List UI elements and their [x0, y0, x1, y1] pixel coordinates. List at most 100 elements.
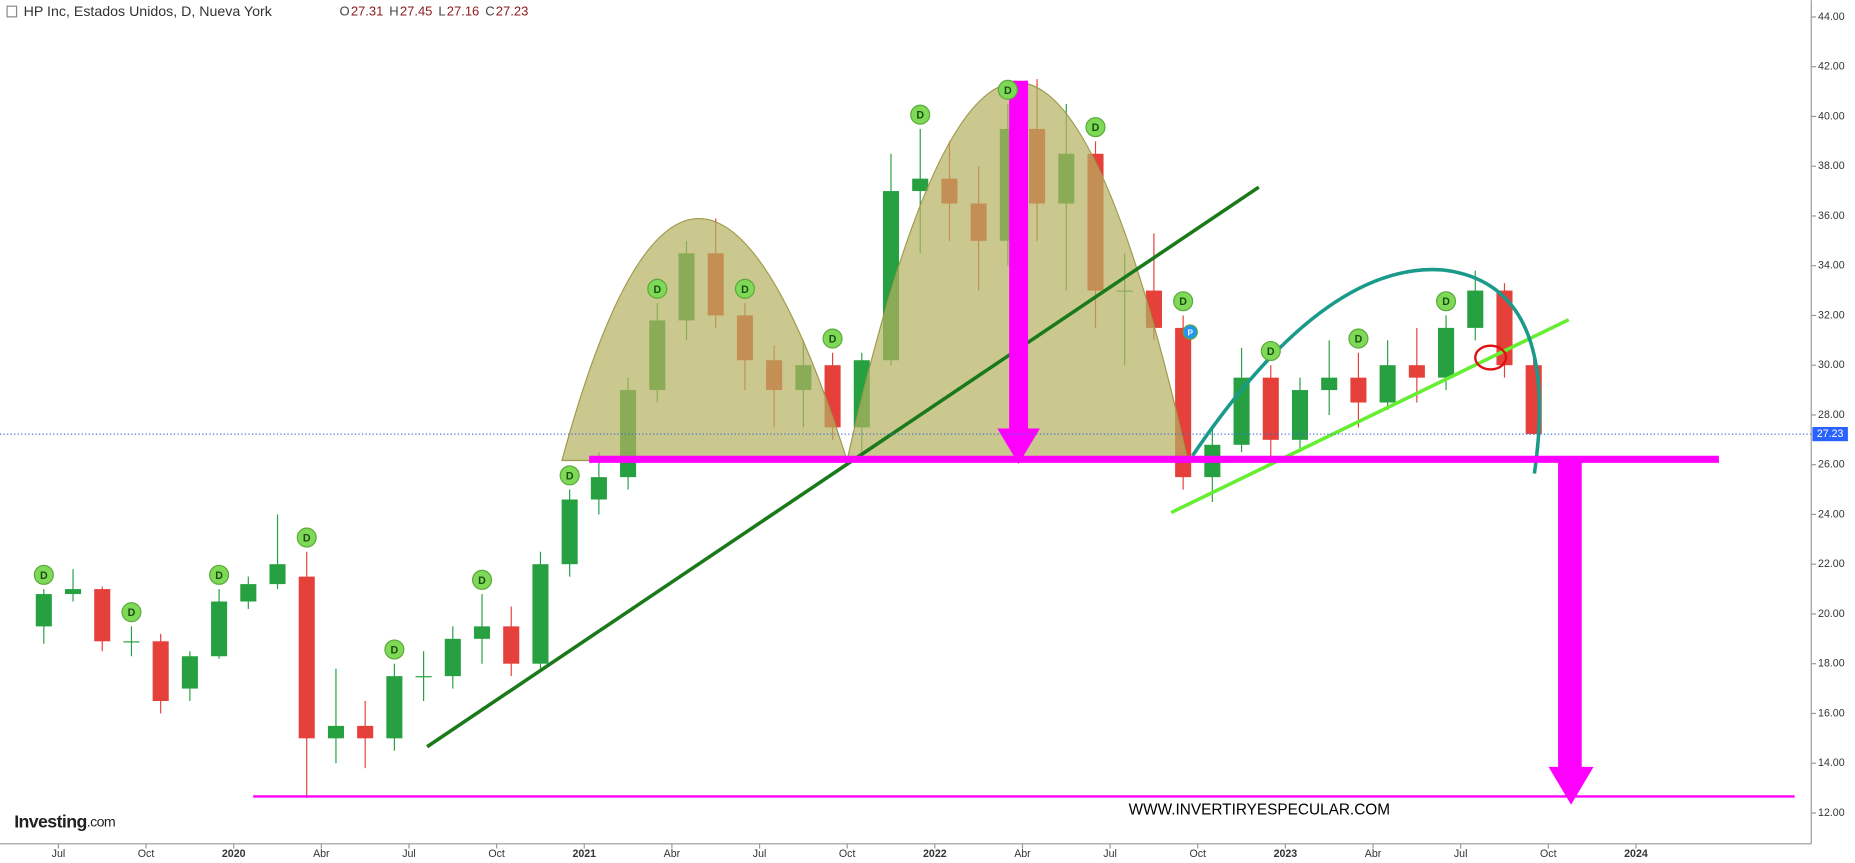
annotations	[253, 80, 1795, 805]
y-tick-label: 24.00	[1818, 508, 1845, 520]
trend-line	[1170, 318, 1570, 515]
x-tick-label: Jul	[753, 848, 767, 860]
event-marker	[734, 278, 755, 299]
y-tick-label: 30.00	[1818, 359, 1845, 371]
quote-label: O	[340, 4, 350, 19]
trend-line	[426, 185, 1260, 749]
event-marker	[647, 278, 668, 299]
event-marker-label: D	[1442, 296, 1450, 308]
logo-suffix: .com	[87, 814, 115, 830]
event-marker-label: D	[1092, 122, 1100, 134]
last-price-label: 27.23	[1817, 428, 1844, 440]
x-tick-label: Jul	[1454, 848, 1468, 860]
highlight	[1474, 344, 1508, 371]
event-marker-label: D	[40, 570, 48, 582]
logo-text: Investing	[14, 811, 87, 831]
y-tick-label: 14.00	[1818, 757, 1845, 769]
x-tick-label: Oct	[1540, 848, 1557, 860]
arrow-head	[997, 428, 1040, 465]
y-tick-label: 28.00	[1818, 409, 1845, 421]
event-marker-label: D	[215, 570, 223, 582]
x-tick-label: 2023	[1274, 848, 1298, 860]
x-tick-label: Jul	[402, 848, 416, 860]
event-marker	[559, 465, 580, 486]
event-marker	[471, 569, 493, 590]
x-tick-label: Oct	[138, 848, 155, 860]
event-marker	[384, 639, 405, 660]
logo: Investing.com	[14, 811, 115, 831]
candle-body	[1321, 377, 1338, 391]
candle-body	[123, 641, 140, 643]
left-shoulder	[561, 217, 848, 462]
candle-body	[35, 594, 52, 627]
event-marker-label: D	[741, 284, 749, 296]
candle-body	[473, 626, 491, 639]
y-tick-label: 44.00	[1818, 11, 1845, 23]
candle-body	[1262, 377, 1279, 440]
icon	[6, 5, 18, 18]
candle-body	[211, 601, 228, 657]
candle-body	[64, 589, 82, 595]
candle-body	[181, 656, 198, 689]
x-tick-label: Oct	[839, 848, 856, 860]
event-marker-label: D	[303, 533, 311, 545]
event-marker	[1182, 324, 1198, 340]
quote-value: 27.23	[496, 4, 529, 19]
candle-body	[357, 725, 374, 739]
candle-body	[1438, 327, 1455, 378]
quote-label: C	[485, 4, 494, 19]
x-tick-label: Oct	[1189, 848, 1206, 860]
candle-body	[444, 638, 461, 677]
event-marker	[910, 104, 931, 125]
arrow-head	[1548, 766, 1594, 805]
last-price-tag	[1812, 427, 1848, 442]
y-tick-label: 40.00	[1818, 110, 1845, 122]
event-marker-label: D	[1004, 85, 1012, 97]
event-marker	[1348, 328, 1369, 349]
event-marker-label: D	[653, 284, 661, 296]
x-tick-label: Abr	[1365, 848, 1382, 860]
event-marker	[1436, 291, 1457, 312]
event-marker	[1085, 117, 1106, 138]
y-tick-label: 22.00	[1818, 558, 1845, 570]
candle-body	[503, 626, 520, 664]
x-tick-label: 2020	[222, 848, 246, 860]
x-tick-label: Abr	[313, 848, 330, 860]
candle-body	[912, 178, 929, 192]
event-marker-label: D	[1267, 346, 1275, 358]
candle-body	[386, 676, 403, 739]
event-marker	[121, 602, 142, 623]
candle-body	[240, 584, 257, 602]
event-marker-label: D	[1179, 296, 1187, 308]
x-tick-label: 2021	[572, 848, 596, 860]
event-marker-label: P	[1187, 328, 1193, 337]
event-marker	[822, 328, 843, 349]
watermark: WWW.INVERTIRYESPECULAR.COM	[1129, 802, 1390, 819]
title: HP Inc, Estados Unidos, D, Nueva York	[24, 4, 273, 20]
candle-body	[415, 676, 432, 678]
y-tick-label: 18.00	[1818, 658, 1845, 670]
y-tick-label: 26.00	[1818, 459, 1845, 471]
x-tick-label: Abr	[1014, 848, 1031, 860]
x-tick-label: Abr	[664, 848, 681, 860]
candle-body	[590, 477, 607, 500]
x-tick-label: 2022	[923, 848, 947, 860]
y-tick-label: 20.00	[1818, 608, 1845, 620]
y-tick-label: 38.00	[1818, 160, 1845, 172]
quote-label: L	[438, 4, 445, 19]
x-tick-label: Jul	[52, 848, 66, 860]
x-tick-label: Jul	[1103, 848, 1117, 860]
candle-body	[269, 564, 286, 585]
candle-body	[327, 725, 344, 739]
candle-body	[561, 499, 578, 565]
event-marker-label: D	[1355, 334, 1363, 346]
y-tick-label: 34.00	[1818, 260, 1845, 272]
candle-body	[532, 564, 549, 664]
event-marker-label: D	[916, 110, 924, 122]
arrow	[1558, 461, 1582, 770]
arrow	[1009, 80, 1029, 436]
quote-value: 27.16	[447, 4, 480, 19]
candle-body	[1291, 390, 1309, 440]
event-marker-label: D	[478, 575, 486, 587]
quote-label: H	[389, 4, 398, 19]
